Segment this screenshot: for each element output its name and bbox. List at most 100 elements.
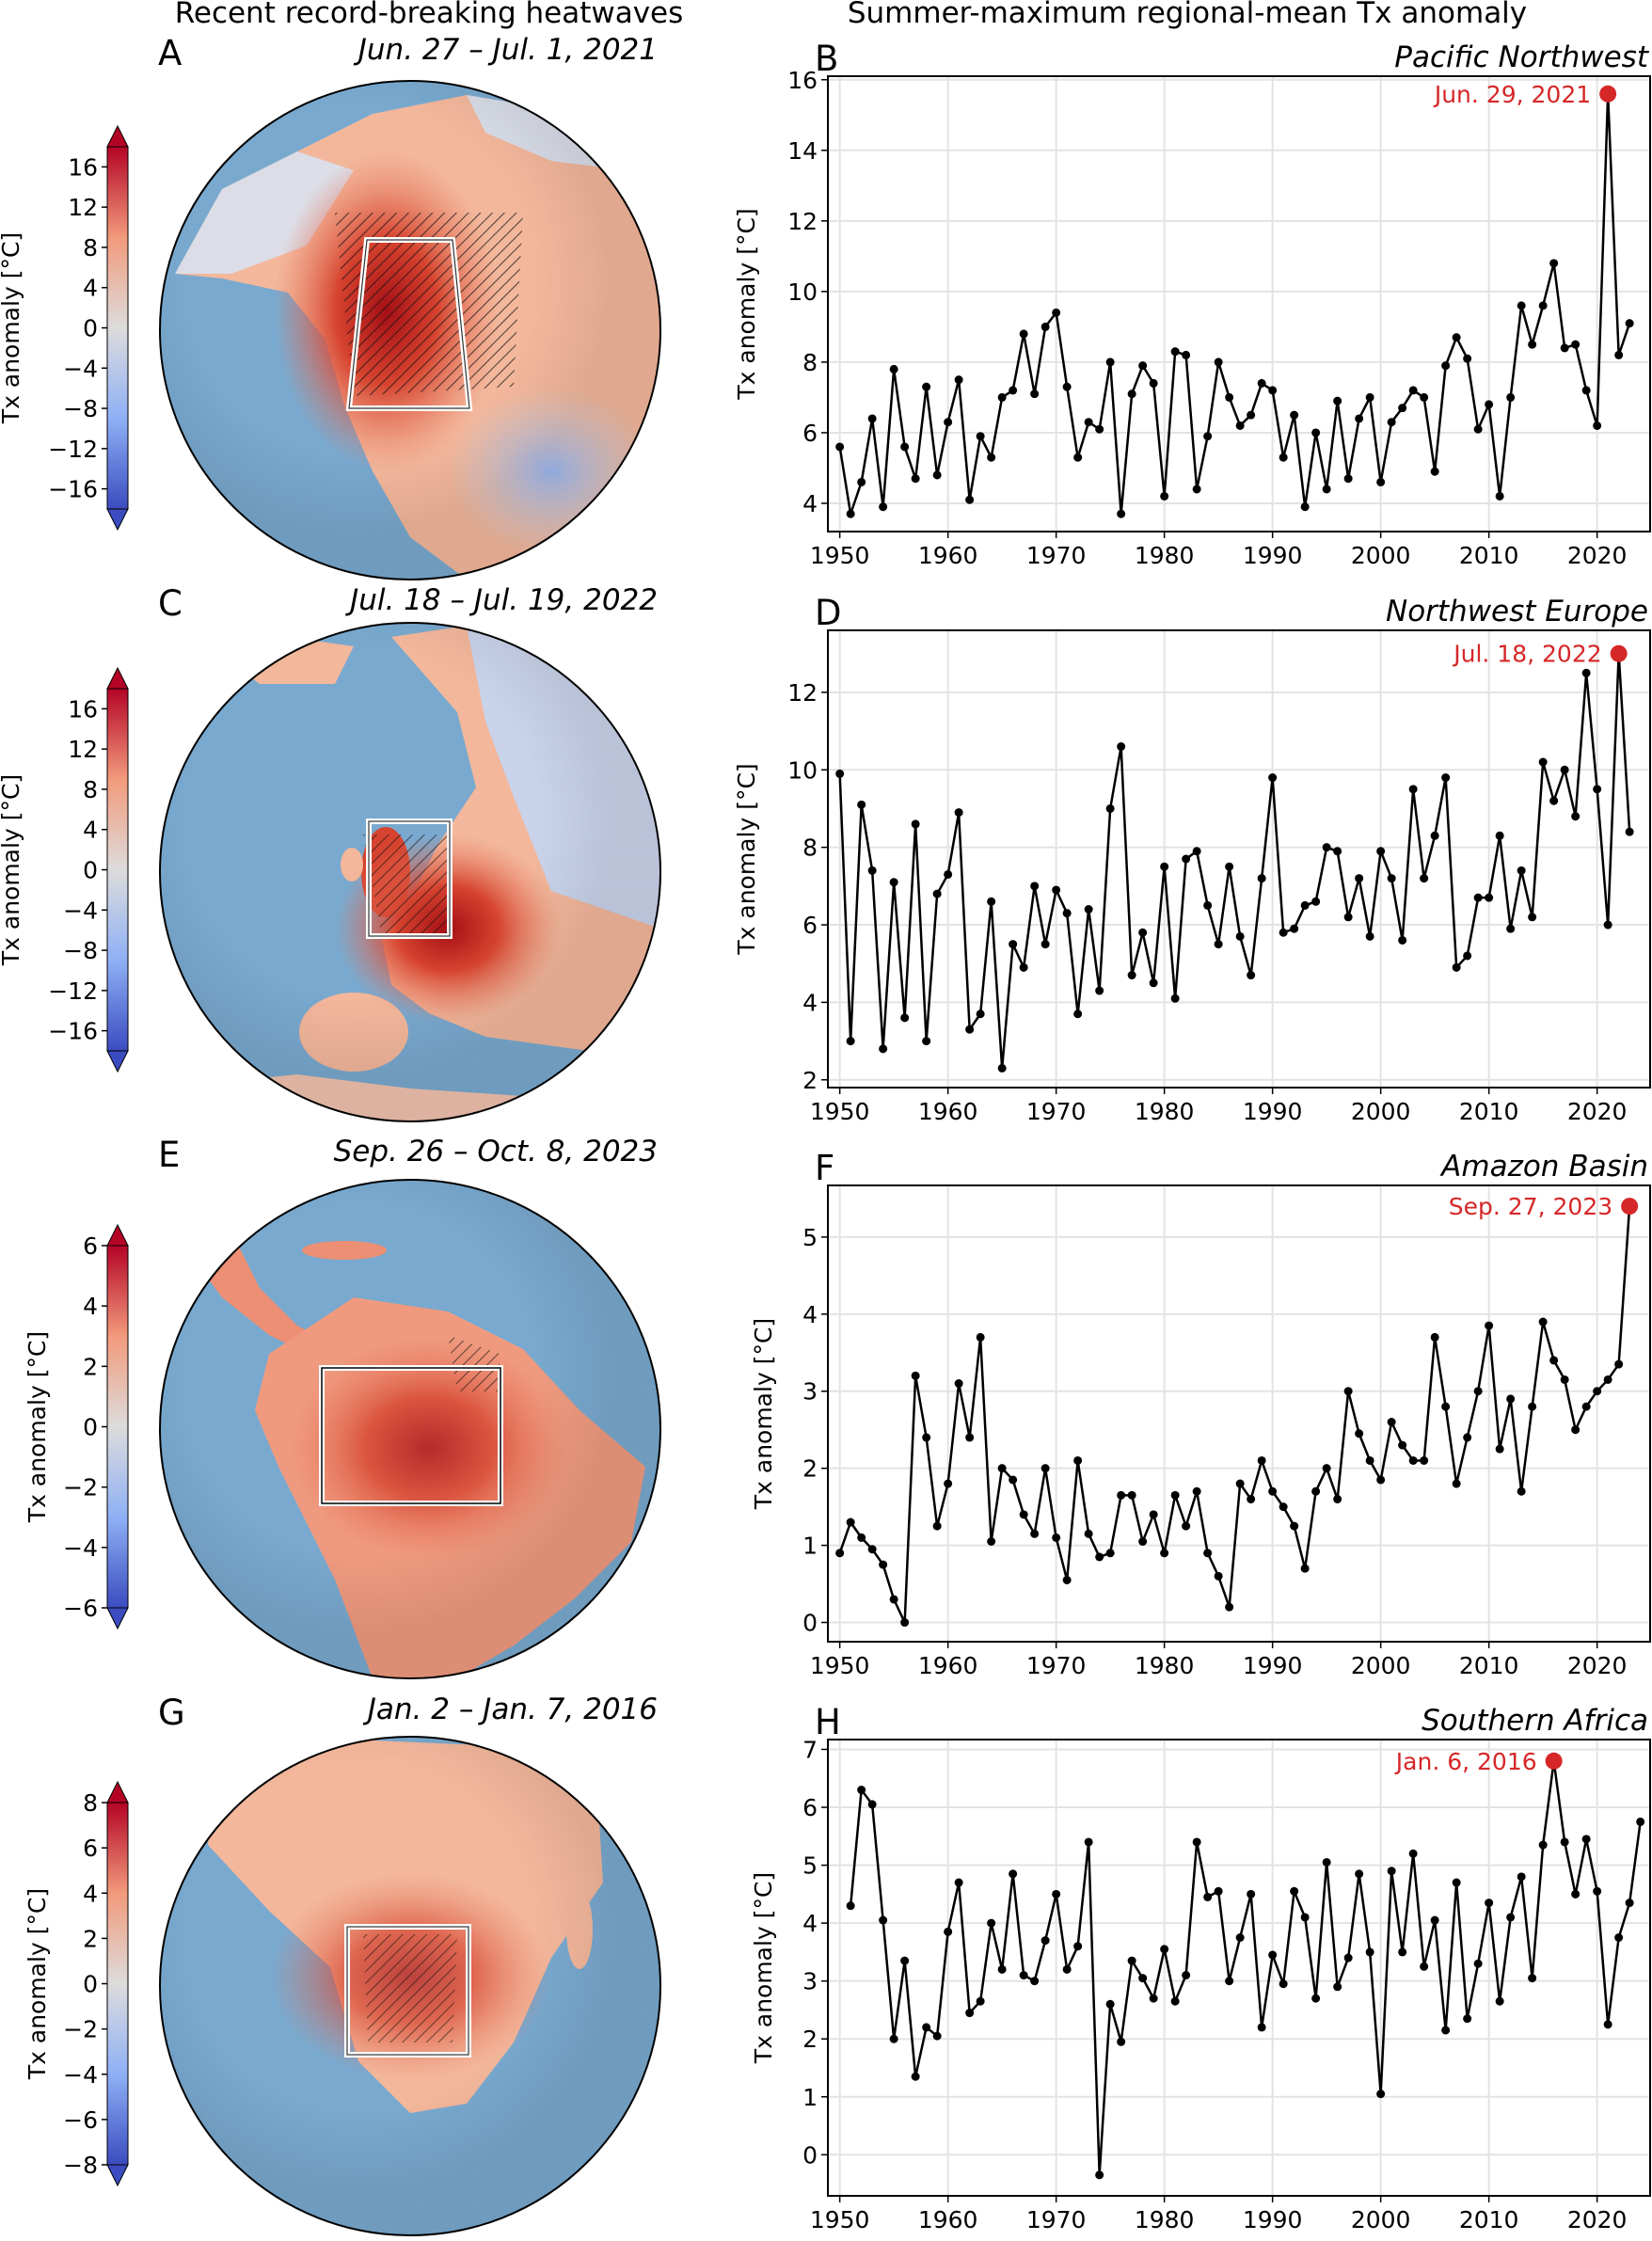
data-point (1268, 386, 1278, 395)
colorbar-max-extend (106, 1223, 129, 1247)
chart-h: 1950 1960 1970 1980 1990 2000 2010 2020 0 1 2 3 4 5 6 7… (750, 1702, 1651, 2233)
colorbar-max-extend (106, 124, 129, 148)
data-point (1257, 2023, 1266, 2032)
x-tick-label: 1990 (1243, 1098, 1303, 1125)
x-tick-label: 2000 (1351, 1652, 1411, 1679)
data-point (1084, 905, 1093, 914)
y-axis-label: Tx anomaly [°C] (733, 763, 760, 955)
data-point (1408, 785, 1418, 794)
data-point (1463, 2014, 1472, 2024)
data-point (1073, 1942, 1083, 1951)
data-point (1463, 354, 1472, 363)
colorbar-label: Tx anomaly [°C] (0, 232, 24, 424)
data-point (1463, 951, 1472, 961)
y-tick-label: 2 (802, 1455, 818, 1483)
data-point (1290, 1886, 1299, 1896)
data-point (1571, 1425, 1581, 1435)
x-tick-label: 1980 (1135, 542, 1195, 569)
maps-layer: −16 −12 −8 −4 0 4 8 12 16 Tx anomaly [°C] −16 −12 −8… (0, 80, 661, 2236)
x-tick-label: 1990 (1243, 542, 1303, 569)
colorbar-tick-label: −8 (63, 937, 98, 964)
data-point (1560, 1837, 1569, 1847)
data-point (1538, 301, 1548, 310)
data-point (900, 1956, 910, 1965)
data-point (1247, 971, 1256, 980)
colorbar-tick-label: 8 (83, 234, 98, 262)
x-tick-label: 1960 (918, 1098, 978, 1125)
data-point (889, 364, 898, 374)
x-tick-label: 1960 (918, 542, 978, 569)
data-point (1095, 424, 1104, 434)
x-tick-label: 2010 (1459, 542, 1519, 569)
data-point (1030, 389, 1040, 399)
data-point (987, 1536, 996, 1546)
data-point (867, 1800, 877, 1809)
data-point (1506, 1913, 1516, 1922)
data-point (976, 432, 985, 441)
data-point (1593, 1387, 1602, 1396)
data-point (1019, 1971, 1028, 1980)
data-point (1473, 893, 1483, 902)
data-point (1322, 843, 1331, 852)
data-point (1138, 1974, 1148, 1983)
data-point (857, 1786, 866, 1795)
data-point (1257, 874, 1266, 883)
data-point (1387, 418, 1396, 427)
data-point (1495, 831, 1504, 840)
data-point (1398, 1440, 1407, 1450)
data-point (1387, 1867, 1396, 1876)
colorbar-c: −16 −12 −8 −4 0 4 8 12 16 Tx anomaly [°C] (0, 666, 129, 1073)
data-point (1376, 1475, 1386, 1485)
x-tick-label: 2020 (1567, 1098, 1628, 1125)
data-point (1398, 404, 1407, 413)
x-tick-label: 1980 (1135, 1652, 1195, 1679)
data-point (1203, 1892, 1213, 1901)
panel-letter-a: A (158, 33, 183, 73)
data-point (1030, 882, 1040, 891)
data-point (987, 897, 996, 906)
data-point (1095, 986, 1104, 995)
data-point (1365, 1455, 1374, 1465)
data-point (1062, 1575, 1072, 1584)
data-point (1009, 1869, 1018, 1879)
colorbar-tick-label: −12 (48, 977, 98, 1005)
data-point (1084, 1837, 1093, 1847)
region-title: Southern Africa (1422, 1704, 1648, 1738)
data-point (1441, 361, 1451, 371)
data-point (1625, 1899, 1634, 1908)
data-point (1225, 1602, 1234, 1612)
record-data-point (1599, 85, 1617, 103)
y-tick-label: 12 (787, 208, 818, 235)
data-point (987, 1918, 996, 1928)
data-point (1538, 1317, 1548, 1327)
data-point (1420, 392, 1429, 402)
y-tick-label: 12 (787, 679, 818, 707)
data-point (1387, 874, 1396, 883)
x-tick-label: 1980 (1135, 1098, 1195, 1125)
data-point (1408, 386, 1418, 395)
data-point (846, 1901, 855, 1911)
x-tick-label: 2010 (1459, 1652, 1519, 1679)
data-point (1603, 2020, 1612, 2029)
data-point (1040, 1464, 1050, 1473)
y-axis-label: Tx anomaly [°C] (733, 208, 760, 400)
data-point (1430, 1915, 1439, 1925)
data-point (1127, 1956, 1136, 1965)
colorbar-tick-label: −6 (63, 2106, 98, 2134)
x-tick-label: 1980 (1135, 2206, 1195, 2233)
panel-letter-e: E (158, 1135, 181, 1175)
data-point (1581, 668, 1591, 677)
y-tick-label: 4 (802, 1910, 818, 1937)
data-point (932, 2031, 942, 2041)
panel-letter-g: G (158, 1693, 185, 1733)
map-date-g: Jan. 2 – Jan. 7, 2016 (367, 1693, 658, 1726)
data-point (1485, 893, 1494, 902)
colorbar-tick-label: −4 (63, 897, 98, 924)
data-point (889, 1595, 898, 1604)
y-axis-label: Tx anomaly [°C] (750, 1318, 777, 1510)
data-point (1117, 509, 1126, 518)
x-tick-label: 2010 (1459, 1098, 1519, 1125)
data-point (1549, 796, 1559, 805)
data-point (1549, 259, 1559, 268)
data-point (1290, 924, 1299, 933)
